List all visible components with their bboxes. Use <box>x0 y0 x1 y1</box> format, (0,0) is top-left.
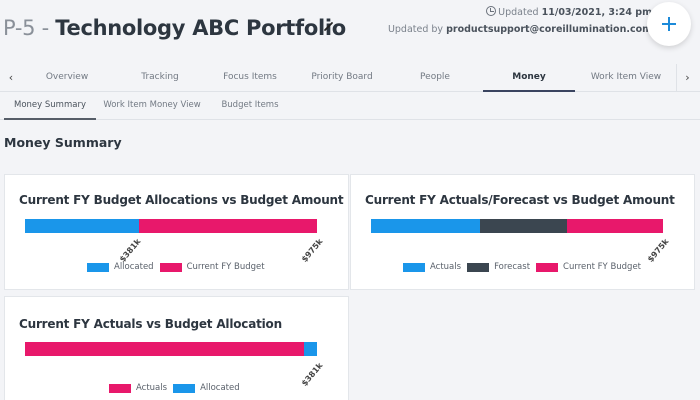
tab-tracking[interactable]: Tracking <box>141 72 179 82</box>
chevron-right-icon: › <box>685 71 690 84</box>
clock-icon <box>486 6 497 16</box>
chart-legend: Actuals Allocated <box>109 383 246 393</box>
legend-item-budget[interactable]: Current FY Budget <box>159 262 265 272</box>
bar-segment-allocated[interactable] <box>304 342 317 356</box>
bar-segment-actuals[interactable] <box>371 219 480 233</box>
tick-label: $975k <box>646 237 671 264</box>
section-title: Money Summary <box>4 135 122 150</box>
chart-card-budget-allocations: Current FY Budget Allocations vs Budget … <box>4 174 349 290</box>
legend-item-allocated[interactable]: Allocated <box>87 262 154 272</box>
chart-card-actuals-forecast: Current FY Actuals/Forecast vs Budget Am… <box>350 174 695 290</box>
legend-item-forecast[interactable]: Forecast <box>467 262 530 272</box>
page-title: P-5 - Technology ABC Portfolio <box>3 16 346 40</box>
stacked-bar <box>25 342 317 356</box>
portfolio-name: Technology ABC Portfolio <box>55 16 346 40</box>
tab-work-item-view[interactable]: Work Item View <box>590 72 662 82</box>
tab-people[interactable]: People <box>420 72 450 82</box>
stacked-bar <box>25 219 317 233</box>
tabs-scroll-left-button[interactable]: ‹ <box>0 64 22 91</box>
tick-label: $381k <box>300 361 325 388</box>
chart-legend: Actuals Forecast Current FY Budget <box>403 262 647 272</box>
main-tabs: ‹ Overview Tracking Focus Items Priority… <box>0 64 700 92</box>
tabs-scroll-right-button[interactable]: › <box>676 64 698 91</box>
tab-focus-items[interactable]: Focus Items <box>223 72 277 82</box>
bar-segment-budget[interactable] <box>567 219 663 233</box>
bar-segment-forecast[interactable] <box>480 219 567 233</box>
tab-priority-board[interactable]: Priority Board <box>311 72 373 82</box>
updated-by-email: productsupport@coreillumination.com <box>446 24 652 35</box>
bar-segment-actuals[interactable] <box>25 342 304 356</box>
add-button[interactable] <box>647 2 691 46</box>
subtab-work-item-money-view[interactable]: Work Item Money View <box>103 100 201 110</box>
update-info: Updated 11/03/2021, 3:24 pm Updated by p… <box>387 6 652 35</box>
subtab-money-summary[interactable]: Money Summary <box>4 93 96 120</box>
tick-label: $975k <box>300 237 325 264</box>
legend-item-actuals[interactable]: Actuals <box>403 262 461 272</box>
chart-card-actuals-allocation: Current FY Actuals vs Budget Allocation … <box>4 296 349 400</box>
chart-title: Current FY Actuals vs Budget Allocation <box>19 317 282 331</box>
pencil-icon[interactable] <box>323 20 335 32</box>
chart-title: Current FY Budget Allocations vs Budget … <box>19 193 344 207</box>
subtab-budget-items[interactable]: Budget Items <box>221 100 279 110</box>
chevron-left-icon: ‹ <box>8 71 14 84</box>
stacked-bar <box>371 219 663 233</box>
chart-legend: Allocated Current FY Budget <box>87 262 271 272</box>
tab-money[interactable]: Money <box>483 64 575 92</box>
legend-item-allocated[interactable]: Allocated <box>173 383 240 393</box>
bar-segment-budget[interactable] <box>139 219 317 233</box>
tab-overview[interactable]: Overview <box>45 72 89 82</box>
tick-label: $381k <box>118 237 143 264</box>
chart-title: Current FY Actuals/Forecast vs Budget Am… <box>365 193 675 207</box>
legend-item-actuals[interactable]: Actuals <box>109 383 167 393</box>
updated-timestamp: 11/03/2021, 3:24 pm <box>541 7 652 18</box>
sub-tabs: Money Summary Work Item Money View Budge… <box>0 93 700 120</box>
portfolio-id: P-5 - <box>3 16 56 40</box>
bar-segment-allocated[interactable] <box>25 219 139 233</box>
page-header: P-5 - Technology ABC Portfolio Updated 1… <box>0 0 700 62</box>
legend-item-budget[interactable]: Current FY Budget <box>536 262 641 272</box>
